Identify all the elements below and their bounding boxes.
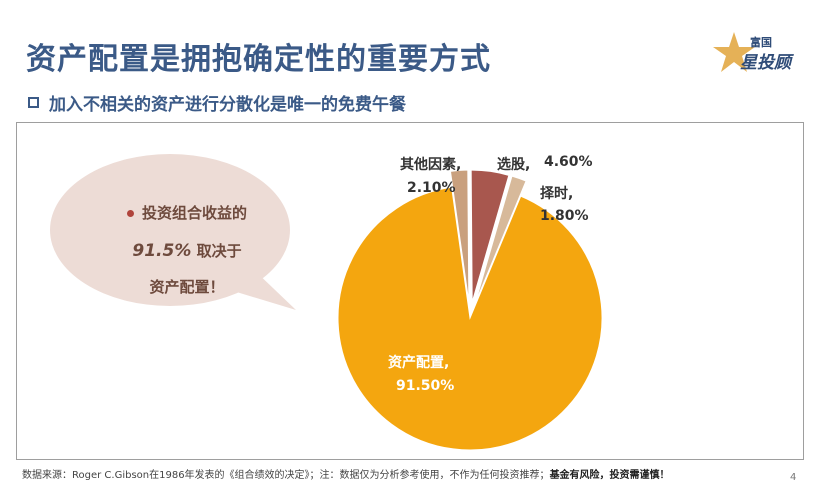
slice-label-allocation-name: 资产配置, xyxy=(388,355,450,371)
bubble-line-1: 投资组合收益的 xyxy=(82,202,292,223)
bubble-line-2-text: 取决于 xyxy=(196,242,242,260)
bubble-dot-icon xyxy=(126,210,134,217)
content-frame xyxy=(16,122,804,460)
slice-label-timing-value: 1.80% xyxy=(540,208,589,224)
footnote-warning: 基金有风险，投资需谨慎！ xyxy=(549,470,670,481)
slice-label-timing-name: 择时, xyxy=(540,186,574,202)
pie-slice-asset-allocation xyxy=(337,186,603,451)
pie-slice-stock-selection xyxy=(470,169,510,303)
pie-slice-other xyxy=(449,169,470,303)
bubble-line-3: 资产配置！ xyxy=(149,278,225,296)
page-number: 4 xyxy=(790,472,797,483)
logo-text-top: 富国 xyxy=(750,36,772,49)
slice-label-stock-value: 4.60% xyxy=(544,154,593,170)
star-logo-icon xyxy=(713,32,755,72)
subtitle-text: 加入不相关的资产进行分散化是唯一的免费午餐 xyxy=(49,95,406,115)
slice-label-other-value: 2.10% xyxy=(407,180,456,196)
bubble-number: 91.5% xyxy=(132,241,192,261)
logo: 富国 星投顾 xyxy=(712,28,798,78)
slice-label-other-name: 其他因素, xyxy=(400,157,462,173)
slice-label-stock-name: 选股, xyxy=(497,157,531,173)
footnote-text: 数据来源：Roger C.Gibson在1986年发表的《组合绩效的决定》；注：… xyxy=(22,470,550,481)
speech-bubble xyxy=(50,154,296,310)
square-bullet-icon xyxy=(28,97,39,108)
footnote: 数据来源：Roger C.Gibson在1986年发表的《组合绩效的决定》；注：… xyxy=(22,466,670,481)
bubble-line-2: 91.5% 取决于 xyxy=(82,240,292,261)
slide-title: 资产配置是拥抱确定性的重要方式 xyxy=(26,42,491,77)
logo-text-bottom: 星投顾 xyxy=(740,53,791,73)
pie-slice-timing xyxy=(474,175,527,304)
slice-label-allocation-value: 91.50% xyxy=(396,378,455,394)
slide-subtitle: 加入不相关的资产进行分散化是唯一的免费午餐 xyxy=(28,90,406,115)
